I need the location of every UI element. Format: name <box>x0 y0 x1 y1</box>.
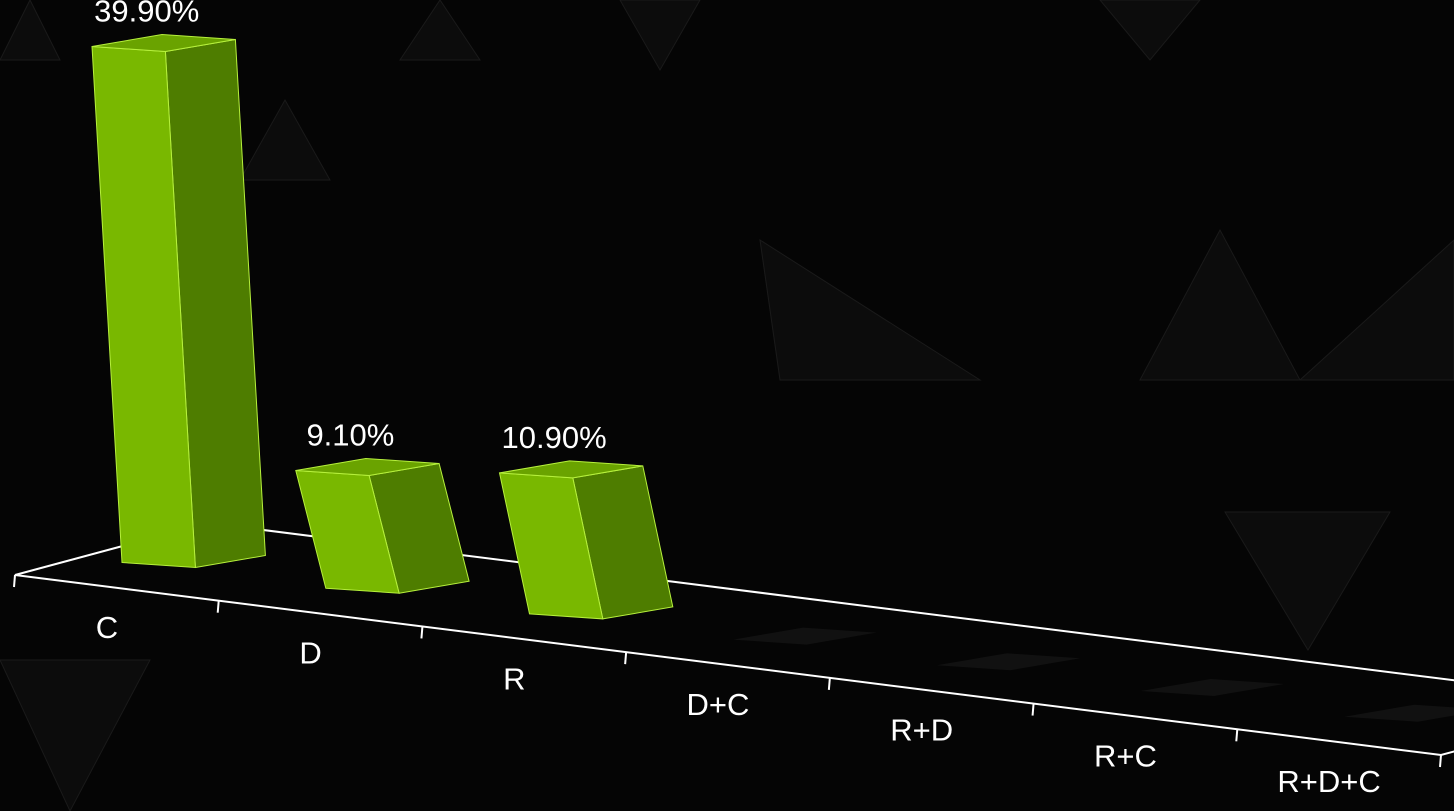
bar-top-face <box>91 33 236 53</box>
x-axis-tick <box>420 626 424 639</box>
x-axis-tick <box>1235 729 1239 742</box>
x-tick-label-d-c: D+C <box>687 687 750 722</box>
x-tick-label-r-d: R+D <box>890 713 953 748</box>
background-triangle <box>1139 228 1301 381</box>
bar-r-d-empty <box>936 653 1081 671</box>
bar-top-face <box>499 460 643 479</box>
x-axis-tick <box>624 652 628 665</box>
background-triangle <box>619 0 701 72</box>
x-axis-tick <box>13 574 16 588</box>
x-axis-tick <box>216 600 220 613</box>
bar-c <box>91 33 266 569</box>
bar-top-face <box>295 457 440 477</box>
x-tick-label-r-d-c: R+D+C <box>1277 764 1380 799</box>
background-triangle <box>0 0 61 61</box>
labels-group: 39.90% C 9.10% D 10.90% R D+C R+D R+C R+D+C <box>94 0 1381 799</box>
background-triangle <box>239 98 331 181</box>
bar-d-c-empty <box>733 627 877 645</box>
x-axis-tick <box>1439 754 1442 768</box>
background-triangle <box>0 659 151 811</box>
background-triangle <box>1099 0 1201 61</box>
bar-r <box>498 460 674 620</box>
background-triangle <box>759 238 982 381</box>
x-tick-label-r: R <box>503 661 525 696</box>
x-tick-label-c: C <box>96 610 118 645</box>
data-label-d: 9.10% <box>306 418 394 453</box>
x-tick-label-r-c: R+C <box>1094 738 1157 773</box>
background-triangle <box>399 0 481 61</box>
bar-r-c-empty <box>1140 679 1284 696</box>
data-label-c: 39.90% <box>94 0 199 29</box>
data-label-r: 10.90% <box>502 420 607 455</box>
bars-group <box>91 33 1454 722</box>
background-triangle <box>1224 511 1391 651</box>
background-triangle <box>1298 239 1454 381</box>
x-axis-tick <box>1031 703 1035 716</box>
x-axis-tick <box>827 677 831 690</box>
bar-d <box>295 457 470 594</box>
x-tick-label-d: D <box>299 636 321 671</box>
bar-r-d-c-empty <box>1344 704 1454 722</box>
